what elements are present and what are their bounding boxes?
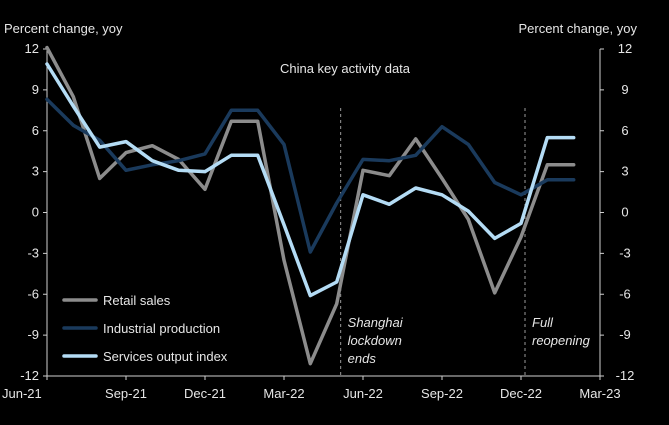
annotation-label: reopening — [532, 333, 591, 348]
y-ticks-left: 12 9 6 3 0 -3 -6 -9 -12 — [20, 41, 47, 383]
y-tick-label-right: -6 — [619, 286, 631, 301]
y-tick-label-left: 6 — [32, 123, 39, 138]
annotation-label: ends — [348, 351, 377, 366]
legend-label: Services output index — [103, 349, 228, 364]
x-tick-label: Mar-23 — [579, 386, 620, 401]
annotations: Shanghai lockdown ends Full reopening — [340, 108, 591, 376]
x-tick-label: Mar-22 — [263, 386, 304, 401]
y-tick-label-right: -3 — [619, 245, 631, 260]
x-tick-label: Jun-21 — [2, 386, 42, 401]
y-tick-label-left: -9 — [27, 327, 39, 342]
y-tick-label-left: -12 — [20, 368, 39, 383]
x-tick-label: Sep-22 — [421, 386, 463, 401]
annotation-label: lockdown — [348, 333, 402, 348]
y-tick-label-right: 0 — [621, 205, 628, 220]
x-tick-label: Jun-22 — [343, 386, 383, 401]
y-tick-label-right: 6 — [621, 123, 628, 138]
chart-title: China key activity data — [280, 61, 411, 76]
y-tick-label-left: 3 — [32, 164, 39, 179]
y-tick-label-right: -12 — [616, 368, 635, 383]
x-tick-label: Dec-21 — [184, 386, 226, 401]
y-tick-label-left: 12 — [25, 41, 39, 56]
annotation-label: Full — [532, 315, 554, 330]
legend-label: Retail sales — [103, 293, 171, 308]
y-axis-label-left: Percent change, yoy — [4, 21, 123, 36]
y-ticks-right: 12 9 6 3 0 -3 -6 -9 -12 — [600, 41, 634, 383]
y-tick-label-right: 9 — [621, 82, 628, 97]
y-tick-label-left: -6 — [27, 286, 39, 301]
series-lines — [45, 45, 576, 366]
series-line — [45, 62, 576, 298]
annotation-label: Shanghai — [348, 315, 404, 330]
series-line — [45, 45, 576, 366]
legend-label: Industrial production — [103, 321, 220, 336]
x-tick-label: Dec-22 — [500, 386, 542, 401]
y-tick-label-right: -9 — [619, 327, 631, 342]
y-tick-label-right: 12 — [618, 41, 632, 56]
legend: Retail sales Industrial production Service… — [62, 293, 228, 364]
y-axis-label-right: Percent change, yoy — [518, 21, 637, 36]
y-tick-label-left: 0 — [32, 205, 39, 220]
y-tick-label-left: 9 — [32, 82, 39, 97]
y-tick-label-right: 3 — [621, 164, 628, 179]
y-tick-label-left: -3 — [27, 245, 39, 260]
x-ticks: Jun-21 Sep-21 Dec-21 Mar-22 Jun-22 Sep-22 Dec-… — [2, 376, 621, 401]
series-line — [45, 97, 576, 254]
x-tick-label: Sep-21 — [105, 386, 147, 401]
